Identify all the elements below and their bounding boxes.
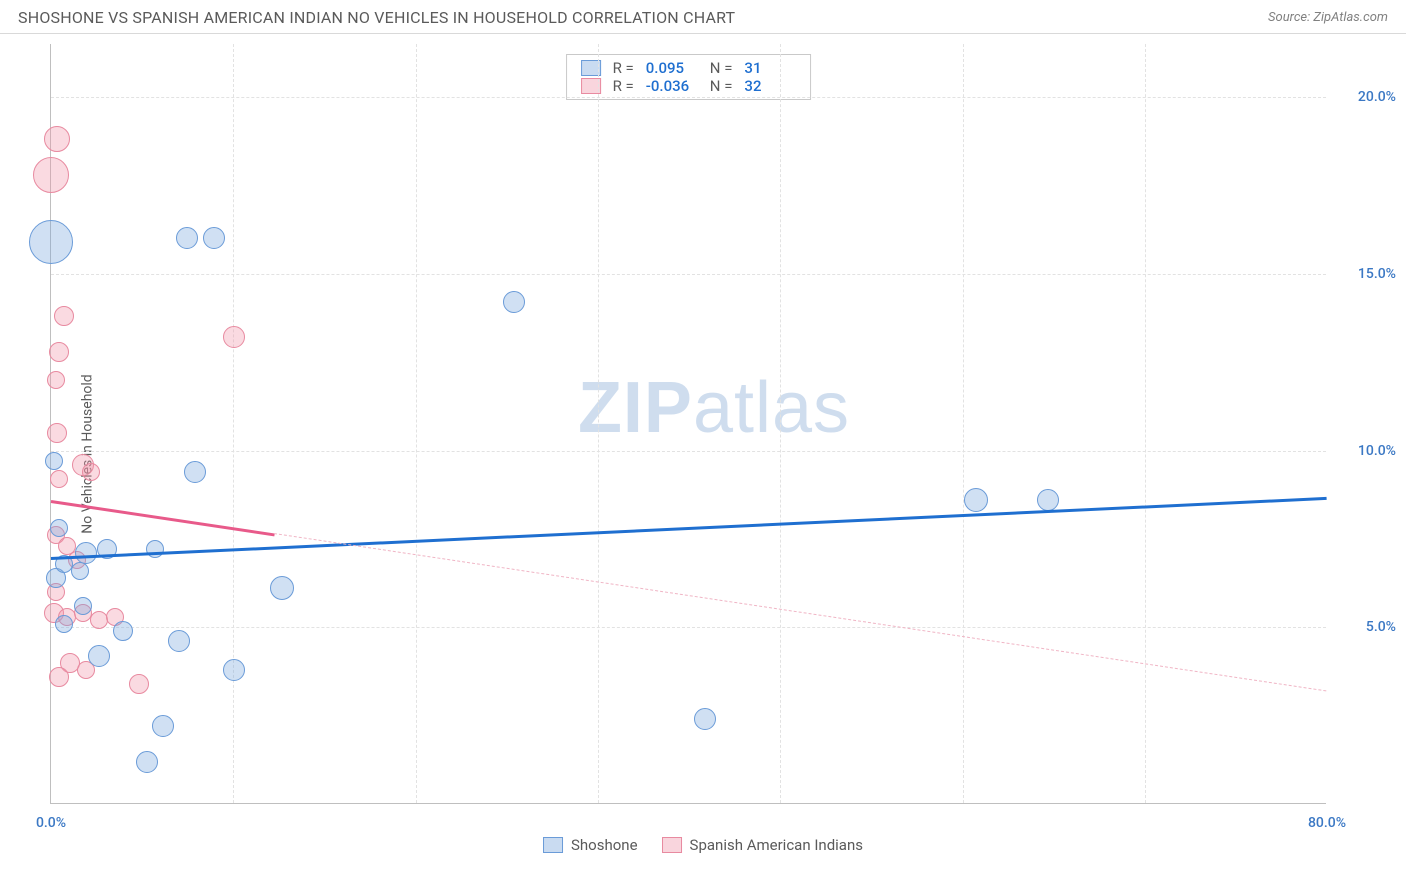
gridline-v	[598, 44, 599, 803]
plot-region: ZIPatlas R = 0.095 N = 31 R = -0.036 N =…	[50, 44, 1326, 804]
gridline-v	[1145, 44, 1146, 803]
legend-item-shoshone: Shoshone	[543, 836, 638, 854]
data-point-blue	[71, 562, 89, 580]
data-point-blue	[55, 615, 73, 633]
gridline-v	[963, 44, 964, 803]
data-point-blue	[50, 519, 68, 537]
gridline-v	[233, 44, 234, 803]
gridline-v	[780, 44, 781, 803]
legend-row-blue: R = 0.095 N = 31	[581, 59, 797, 77]
gridline-h	[51, 451, 1326, 452]
chart-title: SHOSHONE VS SPANISH AMERICAN INDIAN NO V…	[18, 8, 735, 27]
data-point-blue	[74, 597, 92, 615]
legend-row-pink: R = -0.036 N = 32	[581, 77, 797, 95]
data-point-pink	[49, 342, 69, 362]
trendline-spanish-dashed	[274, 533, 1327, 691]
data-point-pink	[82, 463, 100, 481]
data-point-blue	[88, 645, 110, 667]
chart-header: SHOSHONE VS SPANISH AMERICAN INDIAN NO V…	[0, 0, 1406, 34]
gridline-v	[416, 44, 417, 803]
watermark: ZIPatlas	[578, 367, 850, 449]
data-point-pink	[33, 157, 69, 193]
data-point-pink	[50, 470, 68, 488]
data-point-blue	[168, 630, 190, 652]
gridline-h	[51, 97, 1326, 98]
gridline-h	[51, 627, 1326, 628]
data-point-pink	[44, 126, 70, 152]
gridline-h	[51, 274, 1326, 275]
correlation-legend: R = 0.095 N = 31 R = -0.036 N = 32	[566, 54, 812, 100]
data-point-blue	[176, 227, 198, 249]
data-point-blue	[1037, 489, 1059, 511]
swatch-pink	[662, 837, 682, 853]
data-point-pink	[47, 423, 67, 443]
data-point-blue	[694, 708, 716, 730]
y-tick-label: 15.0%	[1336, 266, 1396, 282]
data-point-blue	[270, 576, 294, 600]
data-point-pink	[129, 674, 149, 694]
data-point-blue	[45, 452, 63, 470]
data-point-blue	[29, 220, 73, 264]
data-point-blue	[136, 751, 158, 773]
data-point-blue	[223, 659, 245, 681]
data-point-blue	[152, 715, 174, 737]
x-tick-label: 0.0%	[36, 815, 66, 831]
chart-source: Source: ZipAtlas.com	[1268, 10, 1388, 25]
data-point-pink	[54, 306, 74, 326]
data-point-blue	[113, 621, 133, 641]
data-point-blue	[203, 227, 225, 249]
data-point-pink	[49, 667, 69, 687]
y-tick-label: 10.0%	[1336, 443, 1396, 459]
data-point-blue	[146, 540, 164, 558]
legend-item-spanish: Spanish American Indians	[662, 836, 863, 854]
series-legend: Shoshone Spanish American Indians	[543, 836, 863, 854]
data-point-blue	[503, 291, 525, 313]
data-point-pink	[47, 371, 65, 389]
x-tick-label: 80.0%	[1308, 815, 1346, 831]
y-tick-label: 20.0%	[1336, 89, 1396, 105]
data-point-blue	[964, 488, 988, 512]
y-tick-label: 5.0%	[1336, 619, 1396, 635]
data-point-pink	[223, 326, 245, 348]
trendline-spanish-solid	[51, 500, 275, 536]
chart-area: No Vehicles in Household ZIPatlas R = 0.…	[0, 34, 1406, 874]
data-point-blue	[184, 461, 206, 483]
swatch-blue	[543, 837, 563, 853]
